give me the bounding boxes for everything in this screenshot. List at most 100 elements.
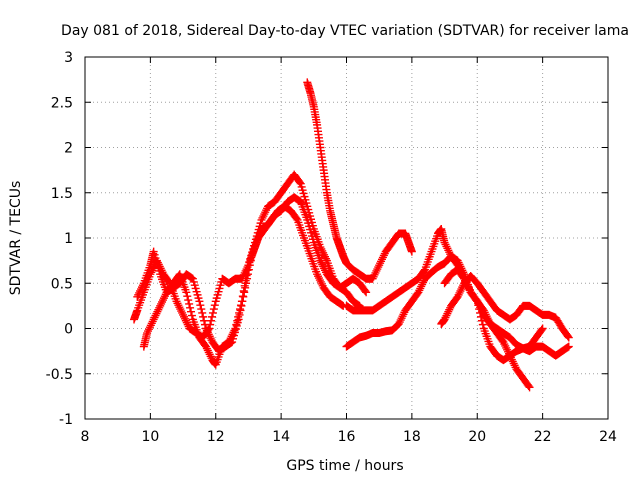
data-point-marker (444, 246, 453, 255)
x-tick-label: 12 (207, 429, 225, 445)
data-point-marker (243, 274, 252, 283)
data-point-marker (207, 316, 216, 325)
data-point-marker (477, 316, 486, 325)
data-point-marker (138, 281, 147, 290)
data-point-marker (315, 276, 324, 285)
data-point-marker (153, 307, 162, 316)
data-point-marker (407, 247, 416, 256)
data-point-marker (313, 270, 322, 279)
data-point-marker (314, 272, 323, 281)
data-point-marker (203, 346, 212, 355)
data-point-marker (196, 301, 205, 310)
data-point-marker (187, 311, 196, 320)
data-point-marker (145, 323, 154, 332)
data-point-marker (419, 278, 428, 287)
x-tick-label: 24 (599, 429, 617, 445)
data-point-marker (185, 299, 194, 308)
data-point-marker (374, 263, 383, 272)
data-point-marker (476, 312, 485, 321)
data-point-marker (201, 324, 210, 333)
data-point-marker (445, 305, 454, 314)
data-point-marker (361, 287, 370, 296)
data-point-marker (443, 309, 452, 318)
data-point-marker (203, 328, 212, 337)
data-point-marker (414, 288, 423, 297)
x-tick-label: 18 (403, 429, 421, 445)
data-point-marker (199, 312, 208, 321)
data-point-marker (238, 297, 247, 306)
data-point-marker (509, 359, 518, 368)
data-point-marker (453, 292, 462, 301)
data-point-marker (208, 308, 217, 317)
data-point-marker (464, 284, 473, 293)
data-point-marker (316, 277, 325, 286)
data-point-marker (157, 299, 166, 308)
data-point-marker (475, 305, 484, 314)
series-track-1 (130, 193, 371, 342)
x-tick-label: 14 (272, 429, 290, 445)
data-point-marker (197, 305, 206, 314)
data-points (130, 78, 573, 392)
data-point-marker (179, 312, 188, 321)
data-point-marker (418, 280, 427, 289)
data-point-marker (441, 313, 450, 322)
data-point-marker (258, 213, 267, 222)
data-point-marker (321, 252, 330, 261)
data-point-marker (235, 310, 244, 319)
data-point-marker (478, 320, 487, 329)
data-point-marker (150, 313, 159, 322)
x-tick-label: 20 (468, 429, 486, 445)
grid-lines (85, 57, 608, 419)
y-tick-label: 3 (64, 50, 73, 66)
data-point-marker (396, 316, 405, 325)
data-point-marker (563, 332, 572, 341)
data-point-marker (440, 315, 449, 324)
data-point-marker (370, 270, 379, 279)
data-point-marker (373, 265, 382, 274)
data-point-marker (399, 310, 408, 319)
data-point-marker (461, 276, 470, 285)
y-tick-label: -0.5 (46, 367, 73, 383)
data-point-marker (184, 296, 193, 305)
data-point-marker (564, 342, 573, 351)
data-point-marker (318, 260, 327, 269)
data-point-marker (371, 268, 380, 277)
data-point-marker (395, 318, 404, 327)
data-point-marker (183, 320, 192, 329)
data-point-marker (295, 178, 304, 187)
series-track-5 (342, 224, 534, 392)
data-point-marker (462, 278, 471, 287)
data-point-marker (444, 307, 453, 316)
data-point-marker (316, 243, 325, 252)
data-point-marker (317, 279, 326, 288)
data-point-marker (160, 292, 169, 301)
data-point-marker (462, 280, 471, 289)
x-tick-label: 10 (141, 429, 159, 445)
data-point-marker (241, 283, 250, 292)
data-point-marker (321, 254, 330, 263)
data-point-marker (455, 288, 464, 297)
data-point-marker (204, 330, 213, 339)
data-point-marker (415, 286, 424, 295)
data-point-marker (442, 242, 451, 251)
data-point-marker (443, 244, 452, 253)
data-point-marker (206, 352, 215, 361)
data-point-marker (317, 244, 326, 253)
data-point-marker (158, 297, 167, 306)
data-point-marker (183, 292, 192, 301)
chart-title: Day 081 of 2018, Sidereal Day-to-day VTE… (61, 23, 629, 39)
data-point-marker (149, 315, 158, 324)
data-point-marker (510, 361, 519, 370)
data-point-marker (146, 321, 155, 330)
data-point-marker (239, 292, 248, 301)
data-point-marker (181, 316, 190, 325)
data-point-marker (240, 288, 249, 297)
data-point-marker (204, 348, 213, 357)
data-point-marker (135, 288, 144, 297)
data-point-marker (174, 301, 183, 310)
data-point-marker (198, 308, 207, 317)
y-tick-label: -1 (59, 412, 73, 428)
data-point-marker (441, 240, 450, 249)
x-tick-label: 22 (534, 429, 552, 445)
